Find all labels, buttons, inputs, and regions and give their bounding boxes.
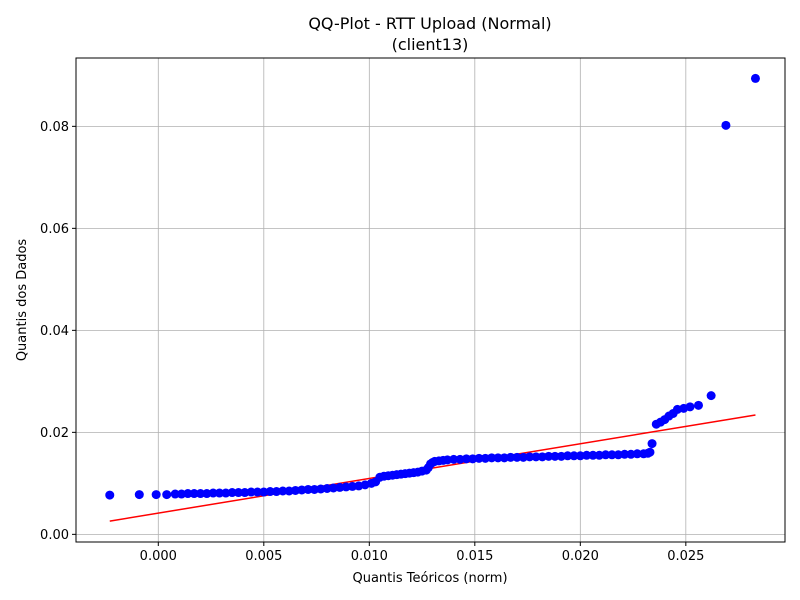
- y-tick-label: 0.08: [40, 120, 69, 135]
- data-point: [449, 454, 459, 464]
- data-point: [208, 488, 218, 498]
- y-axis-ticks: 0.00 0.02 0.04 0.06 0.08: [40, 120, 76, 543]
- y-tick-label: 0.02: [40, 426, 69, 441]
- data-point: [647, 439, 657, 449]
- data-point: [685, 402, 695, 412]
- x-tick-label: 0.005: [245, 549, 282, 564]
- data-point: [706, 391, 716, 401]
- data-point: [195, 489, 205, 499]
- data-point: [569, 451, 579, 461]
- data-point: [601, 450, 611, 460]
- data-point: [252, 487, 262, 497]
- y-tick-label: 0.00: [40, 528, 69, 543]
- x-tick-label: 0.010: [351, 549, 388, 564]
- data-point: [563, 451, 573, 461]
- data-point: [170, 489, 180, 499]
- data-point: [632, 449, 642, 459]
- data-point: [233, 488, 243, 498]
- data-point: [750, 73, 760, 83]
- data-point: [607, 450, 617, 460]
- data-point: [303, 484, 313, 494]
- data-points: [105, 73, 760, 500]
- data-point: [550, 451, 560, 461]
- data-point: [227, 488, 237, 498]
- data-point: [620, 449, 630, 459]
- data-point: [134, 490, 144, 500]
- data-point: [588, 450, 598, 460]
- data-point: [183, 489, 193, 499]
- x-tick-label: 0.000: [140, 549, 177, 564]
- data-point: [461, 454, 471, 464]
- data-point: [721, 120, 731, 130]
- data-point: [189, 489, 199, 499]
- data-point: [531, 452, 541, 462]
- data-point: [214, 488, 224, 498]
- data-point: [487, 453, 497, 463]
- data-point: [693, 400, 703, 410]
- x-axis-label: Quantis Teóricos (norm): [352, 571, 507, 586]
- data-point: [582, 450, 592, 460]
- data-point: [544, 451, 554, 461]
- x-tick-label: 0.015: [456, 549, 493, 564]
- data-point: [151, 490, 161, 500]
- data-point: [278, 486, 288, 496]
- y-tick-label: 0.06: [40, 222, 69, 237]
- x-tick-label: 0.025: [667, 549, 704, 564]
- grid: [76, 58, 785, 542]
- chart-subtitle: (client13): [392, 35, 469, 54]
- x-axis-ticks: 0.000 0.005 0.010 0.015 0.020 0.025: [140, 542, 704, 564]
- y-tick-label: 0.04: [40, 324, 69, 339]
- x-tick-label: 0.020: [562, 549, 599, 564]
- data-point: [493, 453, 503, 463]
- data-point: [246, 487, 256, 497]
- data-point: [474, 453, 484, 463]
- plot-frame: [75, 57, 786, 543]
- data-point: [162, 490, 172, 500]
- data-point: [645, 447, 655, 457]
- y-axis-label: Quantis dos Dados: [15, 239, 30, 362]
- data-point: [105, 490, 115, 500]
- data-point: [265, 487, 275, 497]
- data-point: [525, 452, 535, 462]
- data-point: [512, 452, 522, 462]
- data-point: [506, 452, 516, 462]
- chart-title: QQ-Plot - RTT Upload (Normal): [308, 14, 551, 33]
